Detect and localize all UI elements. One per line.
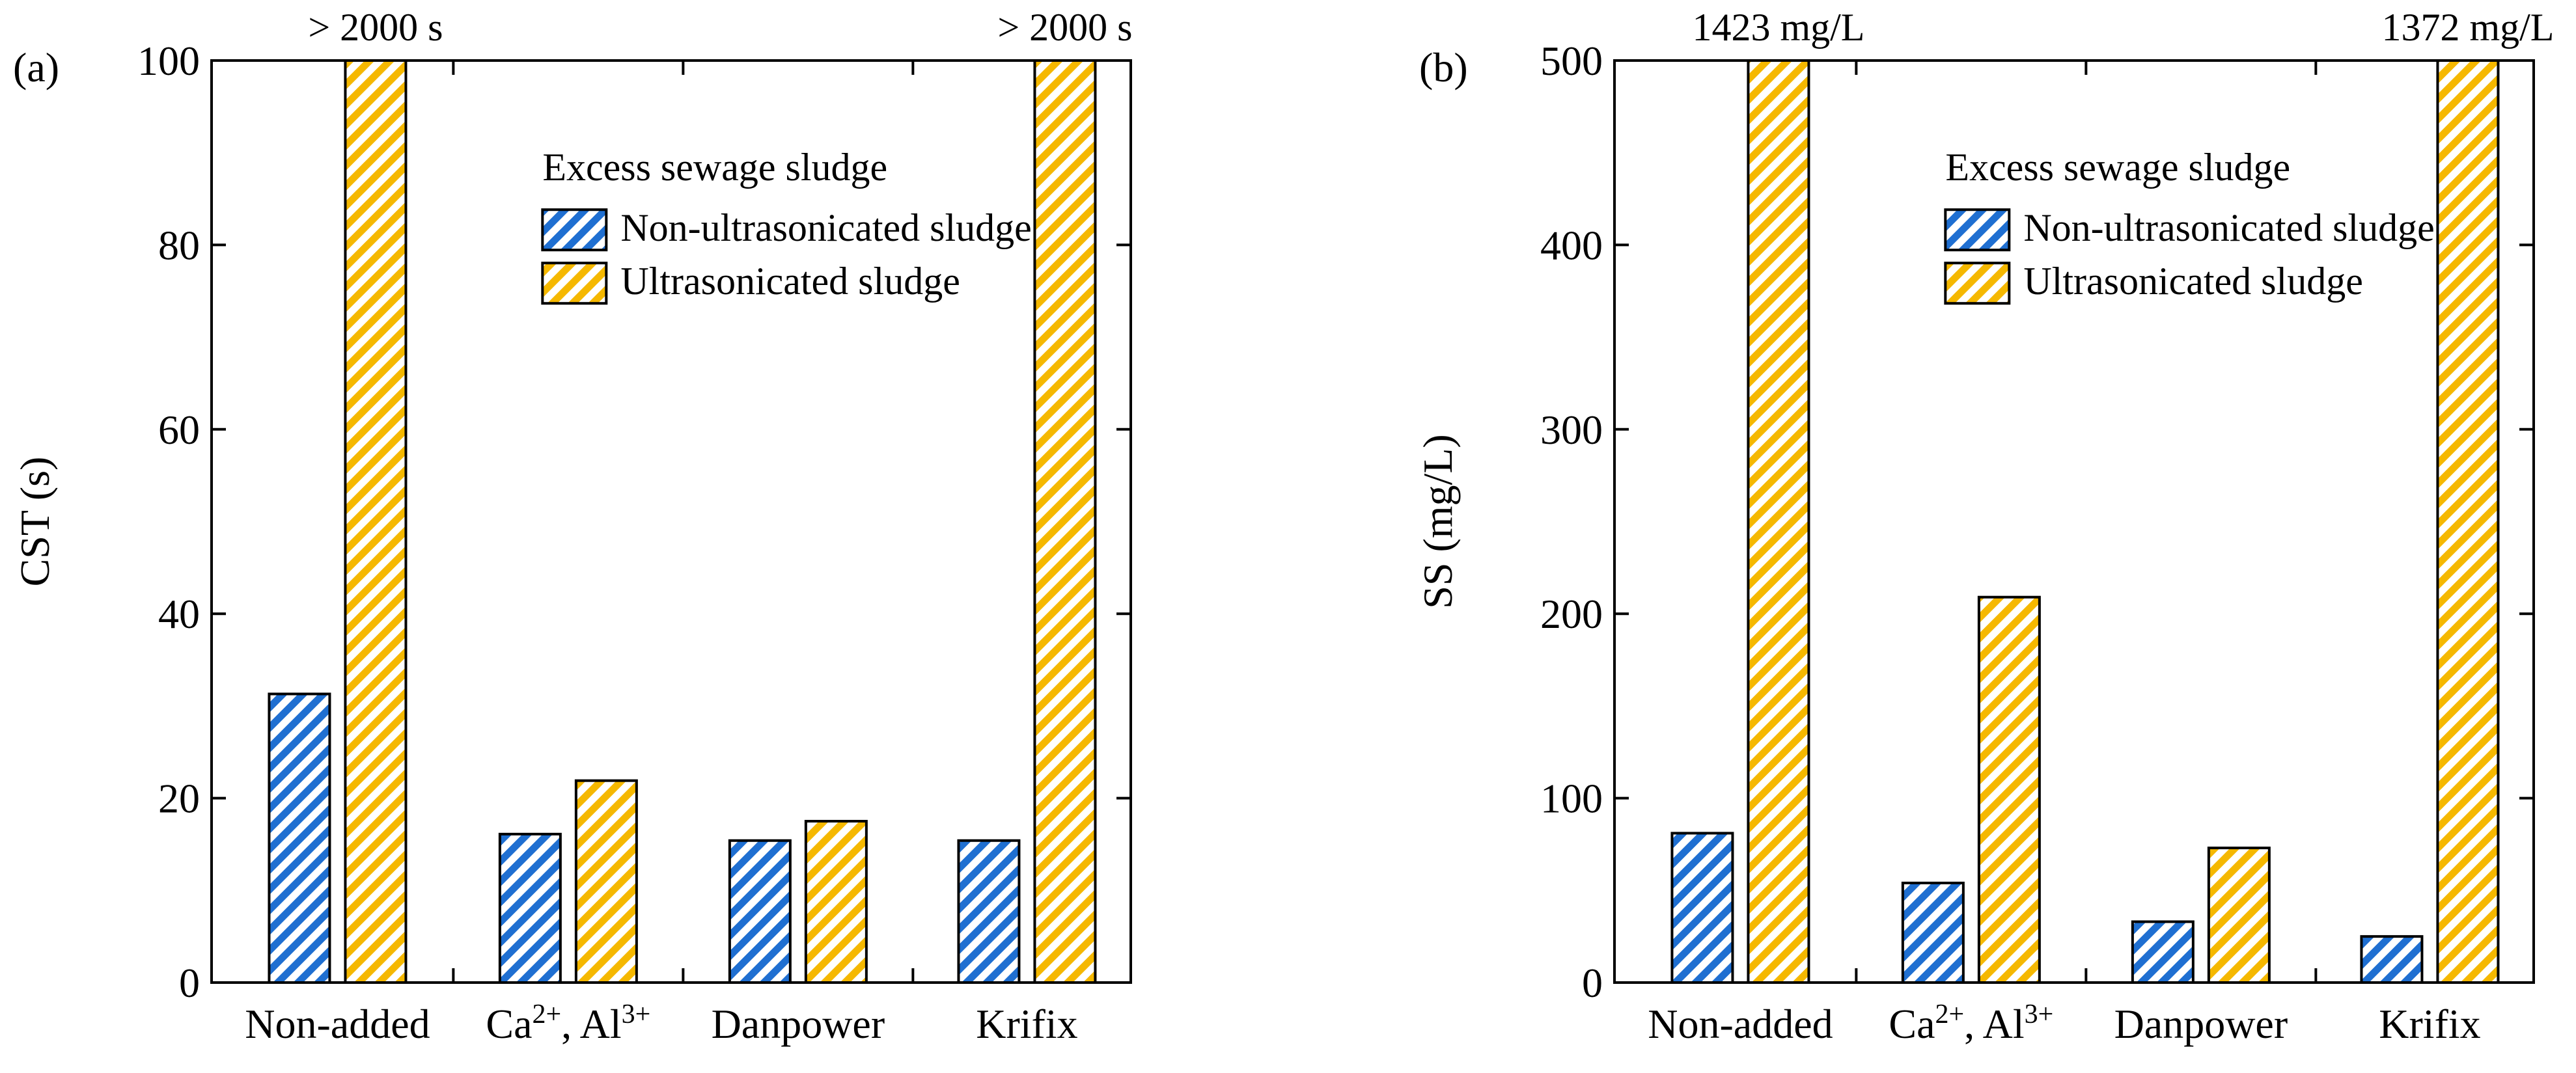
y-tick-label: 100 (137, 38, 200, 84)
y-tick-label: 400 (1540, 222, 1603, 268)
bar-yellow-2 (804, 820, 868, 985)
overflow-label: 1372 mg/L (2381, 6, 2554, 49)
y-tick-label: 100 (1540, 776, 1603, 822)
x-tick-label: Krifix (2379, 1001, 2480, 1047)
legend-swatch-blue (1944, 208, 2011, 252)
y-tick-label: 80 (158, 222, 200, 268)
plot-frame (210, 59, 1132, 984)
bar-yellow-0 (1747, 59, 1810, 984)
bar-yellow-0 (344, 59, 408, 984)
overflow-label: > 2000 s (997, 6, 1132, 49)
y-tick-label: 0 (179, 960, 200, 1006)
bar-yellow-3 (1033, 59, 1097, 984)
y-tick-label: 0 (1582, 960, 1603, 1006)
y-tick-label: 40 (158, 591, 200, 637)
bar-blue-1 (1901, 881, 1965, 984)
legend-swatch-yellow (1944, 262, 2011, 305)
legend-swatch-yellow (541, 262, 608, 305)
plot-frame (1613, 59, 2535, 984)
bar-blue-0 (1670, 832, 1734, 985)
x-tick-label: Danpower (712, 1001, 885, 1047)
overflow-label: > 2000 s (308, 6, 443, 49)
bar-blue-2 (2131, 920, 2195, 985)
x-tick-label: Non-added (1648, 1001, 1833, 1047)
bar-blue-3 (2360, 935, 2424, 985)
bar-yellow-2 (2207, 847, 2271, 985)
legend-label: Ultrasonicated sludge (2023, 260, 2363, 303)
bar-yellow-1 (1977, 595, 2041, 984)
y-tick-label: 20 (158, 776, 200, 822)
y-tick-label: 60 (158, 407, 200, 453)
chart-panel-a: 0 20 40 60 80 100 (a) CST (s) Non-added > 2000 s C… (12, 6, 1133, 1047)
panel-label: (b) (1419, 44, 1468, 90)
bar-blue-3 (957, 839, 1021, 984)
y-tick-label: 200 (1540, 591, 1603, 637)
bar-blue-0 (268, 692, 331, 984)
overflow-label: 1423 mg/L (1692, 6, 1864, 49)
legend-title: Excess sewage sludge (1945, 146, 2290, 189)
legend-label: Non-ultrasonicated sludge (2023, 206, 2435, 249)
bar-yellow-3 (2436, 59, 2500, 984)
legend-label: Ultrasonicated sludge (620, 260, 960, 303)
bar-yellow-1 (574, 779, 638, 984)
legend-label: Non-ultrasonicated sludge (620, 206, 1032, 249)
x-tick-label: Ca2+, Al3+ (1889, 999, 2053, 1047)
x-tick-label: Danpower (2114, 1001, 2288, 1047)
bar-blue-2 (728, 839, 792, 984)
x-tick-label: Non-added (245, 1001, 430, 1047)
y-axis-title: CST (s) (12, 457, 58, 587)
x-tick-label: Krifix (976, 1001, 1077, 1047)
x-tick-label: Ca2+, Al3+ (486, 999, 650, 1047)
legend-swatch-blue (541, 208, 608, 252)
legend-title: Excess sewage sludge (542, 146, 887, 189)
panel-label: (a) (13, 44, 59, 90)
bar-blue-1 (498, 832, 562, 985)
chart-panel-b: 0 100 200 300 400 500 (b) SS (mg/L) Non-added 142… (1415, 6, 2554, 1047)
y-tick-label: 500 (1540, 38, 1603, 84)
y-tick-label: 300 (1540, 407, 1603, 453)
y-axis-title: SS (mg/L) (1415, 434, 1461, 608)
